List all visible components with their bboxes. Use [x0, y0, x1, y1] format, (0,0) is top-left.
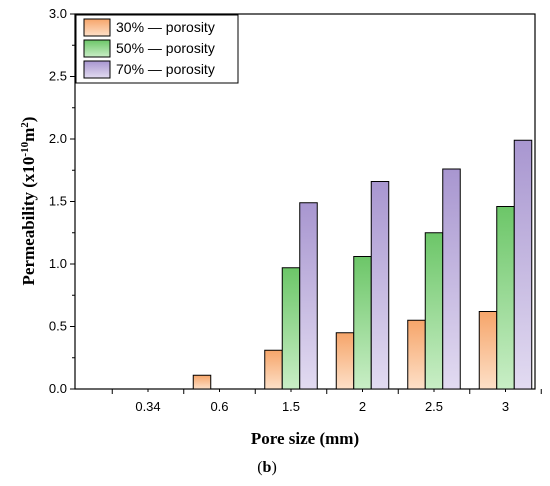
- bar: [192, 374, 212, 390]
- bar: [335, 332, 355, 390]
- y-axis-title-exp: -10: [19, 141, 31, 156]
- x-axis: 0.34 0.6 1.5 2 2.5 3: [111, 389, 542, 414]
- bar: [513, 139, 533, 390]
- y-axis-title: Permeability (x10-10m2): [19, 117, 38, 286]
- legend-swatch: [83, 60, 111, 79]
- y-tick-label: 3.0: [49, 6, 67, 21]
- legend: 30% — porosity 50% — porosity 70% — porosi…: [75, 14, 239, 84]
- bar: [299, 202, 318, 390]
- y-tick-label: 0.0: [49, 381, 67, 396]
- y-tick-label: 2.0: [49, 131, 67, 146]
- bar: [370, 181, 390, 390]
- y-tick-label: 1.0: [49, 256, 67, 271]
- figure-caption: (b): [257, 459, 277, 476]
- caption-letter: b: [263, 459, 272, 476]
- bar: [353, 256, 372, 390]
- legend-label: 70% — porosity: [116, 61, 215, 77]
- y-axis-title-unit-exp: 2: [19, 122, 31, 128]
- y-tick-label: 1.5: [49, 194, 67, 209]
- y-axis-title-close: ): [19, 117, 38, 123]
- bar: [424, 232, 444, 390]
- bar: [407, 319, 426, 390]
- x-tick-label: 1.5: [282, 399, 300, 414]
- x-tick-label: 0.34: [135, 399, 160, 414]
- y-axis-title-unit: m: [19, 128, 38, 142]
- legend-swatch: [83, 18, 111, 37]
- x-tick-label: 2.5: [425, 399, 443, 414]
- legend-label: 30% — porosity: [116, 19, 215, 35]
- y-axis: 0.0 0.5 1.0 1.5 2.0 2.5 3.0: [49, 6, 75, 396]
- caption-open: (: [257, 459, 262, 476]
- x-tick-label: 0.6: [210, 399, 228, 414]
- bar: [281, 267, 301, 390]
- legend-swatch: [83, 39, 111, 58]
- x-tick-label: 2: [359, 399, 366, 414]
- y-tick-label: 2.5: [49, 69, 67, 84]
- x-tick-label: 3: [502, 399, 509, 414]
- bar: [442, 168, 461, 390]
- bar: [264, 349, 283, 390]
- x-axis-title: Pore size (mm): [251, 429, 359, 448]
- y-tick-label: 0.5: [49, 319, 67, 334]
- y-axis-title-main: Permeability (x10: [19, 157, 38, 286]
- bars-group: [192, 139, 533, 390]
- legend-label: 50% — porosity: [116, 40, 215, 56]
- caption-close: ): [271, 459, 276, 476]
- bar: [478, 311, 498, 390]
- bar: [496, 206, 515, 390]
